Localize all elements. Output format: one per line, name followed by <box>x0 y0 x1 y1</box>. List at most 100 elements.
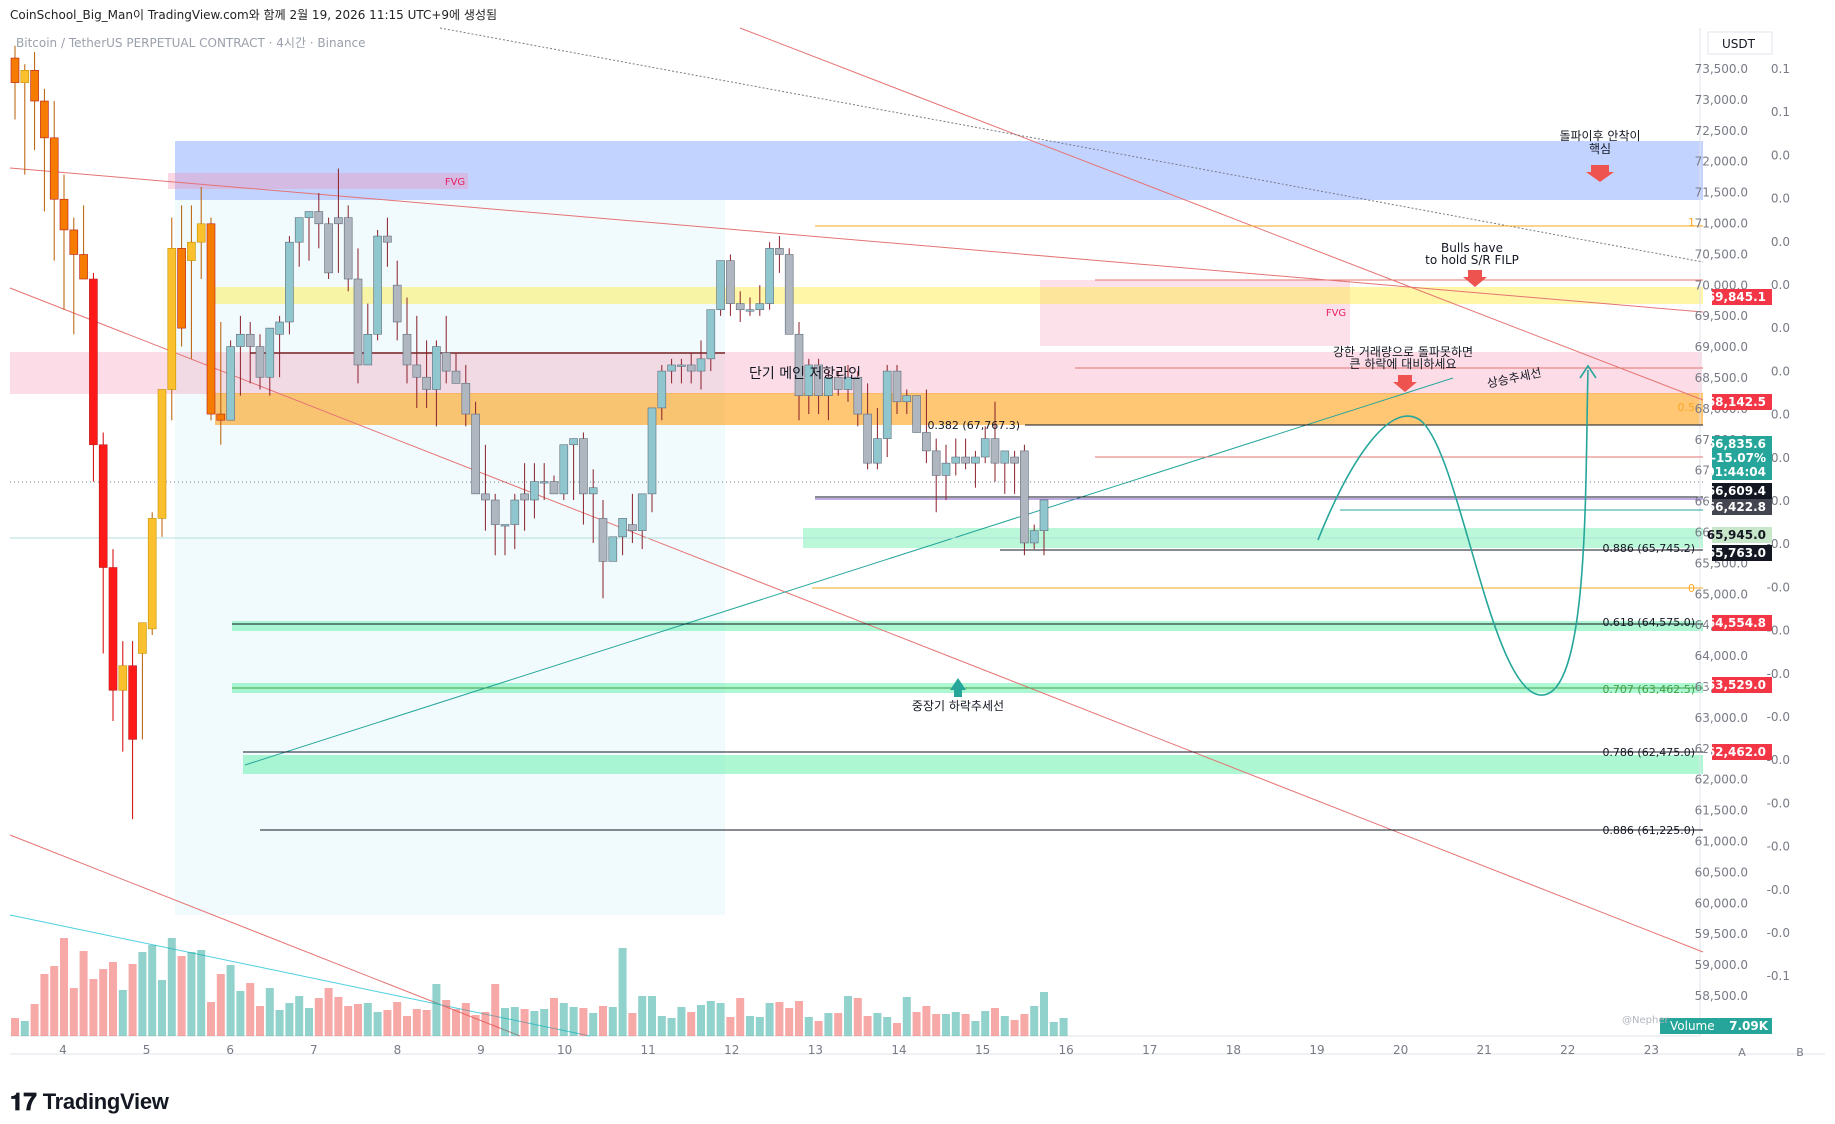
candle-body <box>59 198 69 231</box>
candle-body <box>10 57 20 83</box>
candle-body <box>912 395 921 433</box>
annotation-label: 강한 거래량으로 돌파못하면 <box>1333 345 1473 359</box>
price-tick-label: 71,000.0 <box>1695 217 1748 231</box>
price-tag-label: 68,142.5 <box>1707 395 1766 409</box>
volume-bar <box>158 980 166 1036</box>
price-tag <box>1712 394 1772 410</box>
volume-bar <box>853 998 862 1036</box>
candle-body <box>138 622 147 654</box>
time-tick-label: 5 <box>143 1043 151 1057</box>
price-tick-label: 61,500.0 <box>1695 804 1748 818</box>
volume-bar <box>932 1014 941 1036</box>
candle-body <box>481 493 490 501</box>
volume-bar <box>452 1009 460 1036</box>
candle-body <box>804 364 814 396</box>
price-tick-label: 59,000.0 <box>1695 958 1748 972</box>
volume-bar <box>20 1021 29 1036</box>
volume-bar <box>785 1008 794 1036</box>
volume-bar <box>177 956 186 1036</box>
secondary-tick-label: -0.0 <box>1767 537 1790 551</box>
candle-body <box>971 456 980 464</box>
secondary-tick-label: 0.0 <box>1771 321 1790 335</box>
lines-layer <box>9 27 1704 1037</box>
volume-bar <box>746 1016 754 1036</box>
volume-bar <box>648 996 656 1036</box>
volume-bar <box>1040 992 1048 1036</box>
price-tag-label: 01:44:04 <box>1706 465 1766 479</box>
volume-bar <box>706 1001 715 1036</box>
candle-body <box>618 518 627 538</box>
candle-body <box>726 260 735 304</box>
secondary-tick-label: -0.0 <box>1767 624 1790 638</box>
volume-bar <box>383 1010 392 1036</box>
volume-bar <box>11 1018 19 1036</box>
fvg-zone-1 <box>168 173 468 189</box>
price-tag <box>1712 499 1772 515</box>
price-tag <box>1712 615 1772 631</box>
down-arrow-icon <box>1586 165 1614 182</box>
volume-bar <box>187 952 196 1036</box>
secondary-tick-label: -0.0 <box>1767 710 1790 724</box>
volume-bar <box>50 966 59 1036</box>
candle-body <box>941 462 951 476</box>
volume-bar <box>344 1006 353 1036</box>
price-tick-label: 59,500.0 <box>1695 927 1748 941</box>
price-tag-label: 63,529.0 <box>1707 678 1766 692</box>
candle-body <box>892 370 902 403</box>
candle-body <box>108 567 118 691</box>
volume-bar <box>510 1007 519 1036</box>
candle-body <box>608 536 618 562</box>
candle-body <box>961 456 970 464</box>
scale-button-a: A <box>1738 1046 1746 1059</box>
volume-tag <box>1660 1018 1725 1034</box>
currency-button <box>1707 31 1773 55</box>
secondary-tick-label: -0.0 <box>1767 840 1790 854</box>
fib-label: 0.886 (65,745.2) <box>1602 542 1695 555</box>
down-arrow-icon <box>1393 375 1417 392</box>
volume-bar <box>589 1013 598 1036</box>
price-tag-label: 64,554.8 <box>1707 616 1766 630</box>
price-tag <box>1712 289 1772 305</box>
volume-bar <box>1020 1014 1029 1036</box>
candle-body <box>833 376 843 390</box>
volume-bar <box>942 1014 950 1036</box>
candle-body <box>765 248 774 304</box>
scale-button-b: B <box>1796 1046 1804 1059</box>
tradingview-footer: 𝟏𝟕 TradingView <box>10 1088 169 1116</box>
candle-body <box>69 229 79 255</box>
uptrend-line <box>244 377 1454 766</box>
time-tick-label: 20 <box>1393 1043 1408 1057</box>
volume-bar <box>403 1016 411 1036</box>
annotation-label: FVG <box>445 177 465 188</box>
volume-bar <box>687 1012 696 1036</box>
secondary-tick-label: 0.0 <box>1771 148 1790 162</box>
green-zone-2 <box>232 621 1703 631</box>
candle-body <box>294 217 304 243</box>
annotation-label: 큰 하락에 대비하세요 <box>1350 357 1457 371</box>
candle-body <box>657 370 667 409</box>
volume-bar <box>324 988 333 1036</box>
candle-body <box>49 137 59 200</box>
time-tick-label: 8 <box>394 1043 402 1057</box>
candle-body <box>686 364 696 372</box>
annotation-label: Bulls have <box>1441 241 1503 255</box>
secondary-tick-label: 0.1 <box>1771 62 1790 76</box>
volume-bar <box>902 997 911 1036</box>
candle-body <box>755 303 765 311</box>
candle-body <box>373 235 382 335</box>
price-tag-label: 62,462.0 <box>1707 745 1766 759</box>
yellow-zone <box>215 287 1703 304</box>
volume-bar <box>197 950 206 1036</box>
candle-body <box>167 248 177 390</box>
projection-arrow-icon <box>1579 364 1597 379</box>
volume-bar <box>883 1017 892 1036</box>
fvg-zone-2 <box>1040 280 1350 346</box>
annotation-label: 중장기 하락추세선 <box>912 699 1004 713</box>
annotation-label: to hold S/R FILP <box>1425 253 1519 267</box>
watermark: @Nepher <box>1622 1015 1669 1026</box>
volume-bar <box>765 1003 774 1036</box>
time-tick-label: 10 <box>557 1043 572 1057</box>
candle-body <box>363 333 373 366</box>
